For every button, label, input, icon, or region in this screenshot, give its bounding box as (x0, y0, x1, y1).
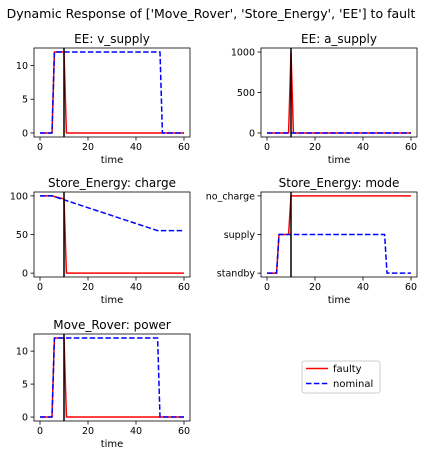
panel-title: EE: a_supply (301, 32, 377, 46)
y-tick-label: 5 (22, 380, 28, 391)
x-tick-label: 40 (130, 142, 142, 153)
y-tick-label: 50 (16, 230, 28, 241)
x-tick-label: 0 (264, 282, 270, 293)
series-nominal-line (40, 195, 184, 232)
axes-frame (33, 191, 191, 278)
y-tick-label: 0 (22, 413, 28, 424)
legend-faulty-label: faulty (333, 364, 362, 375)
x-tick-label: 20 (309, 282, 321, 293)
legend-nominal-label: nominal (333, 379, 373, 390)
panel-move-rover-power: Move_Rover: power 0 20 40 60 0 5 10 time (16, 318, 191, 450)
y-tick-label: 500 (237, 88, 255, 99)
x-tick-label: 0 (264, 142, 270, 153)
x-axis-label: time (101, 439, 124, 450)
panel-title: EE: v_supply (74, 32, 150, 46)
y-tick-label: 100 (10, 191, 28, 202)
legend: faulty nominal (301, 360, 381, 394)
axes-frame (33, 47, 191, 138)
x-tick-label: 0 (37, 142, 43, 153)
panel-store-energy-mode: Store_Energy: mode 0 20 40 60 standby supply no… (206, 176, 418, 306)
x-tick-label: 40 (130, 426, 142, 437)
series-nominal-line (267, 233, 411, 274)
y-tick-label: 0 (249, 128, 255, 139)
x-tick-label: 20 (309, 142, 321, 153)
series-nominal-line (40, 337, 184, 418)
x-tick-label: 60 (178, 282, 190, 293)
x-tick-label: 60 (178, 142, 190, 153)
x-axis-label: time (328, 155, 351, 166)
axes-frame (33, 333, 191, 422)
panel-ee-a-supply: EE: a_supply 0 20 40 60 0 500 1000 time (231, 32, 418, 166)
y-tick-label: standby (217, 269, 256, 280)
y-tick-label: 5 (22, 95, 28, 106)
x-tick-label: 40 (357, 282, 369, 293)
x-tick-label: 40 (357, 142, 369, 153)
panel-store-energy-charge: Store_Energy: charge 0 20 40 60 0 50 100 time (10, 176, 191, 306)
series-faulty-line (40, 337, 184, 418)
y-tick-label: no_charge (206, 191, 255, 202)
x-tick-label: 60 (405, 142, 417, 153)
x-axis-label: time (101, 155, 124, 166)
series-nominal-line (40, 51, 184, 134)
x-axis-label: time (101, 295, 124, 306)
x-tick-label: 20 (82, 142, 94, 153)
y-tick-label: 10 (16, 61, 28, 72)
x-tick-label: 20 (82, 282, 94, 293)
panel-title: Store_Energy: mode (279, 176, 400, 190)
x-tick-label: 0 (37, 282, 43, 293)
y-tick-label: 0 (22, 269, 28, 280)
panel-title: Move_Rover: power (53, 318, 171, 332)
series-faulty-line (267, 51, 411, 134)
x-tick-label: 60 (405, 282, 417, 293)
axes-frame (260, 47, 418, 138)
x-tick-label: 40 (130, 282, 142, 293)
series-faulty-line (40, 51, 184, 134)
x-tick-label: 0 (37, 426, 43, 437)
panel-ee-v-supply: EE: v_supply 0 20 40 60 0 5 10 time (16, 32, 191, 166)
series-faulty-line (40, 195, 184, 274)
y-tick-label: 0 (22, 128, 28, 139)
x-axis-label: time (328, 295, 351, 306)
y-tick-label: 10 (16, 347, 28, 358)
y-tick-label: 1000 (231, 48, 255, 59)
x-tick-label: 60 (178, 426, 190, 437)
figure-suptitle: Dynamic Response of ['Move_Rover', 'Stor… (7, 6, 416, 21)
panel-title: Store_Energy: charge (48, 176, 176, 190)
x-tick-label: 20 (82, 426, 94, 437)
y-tick-label: supply (224, 230, 256, 241)
